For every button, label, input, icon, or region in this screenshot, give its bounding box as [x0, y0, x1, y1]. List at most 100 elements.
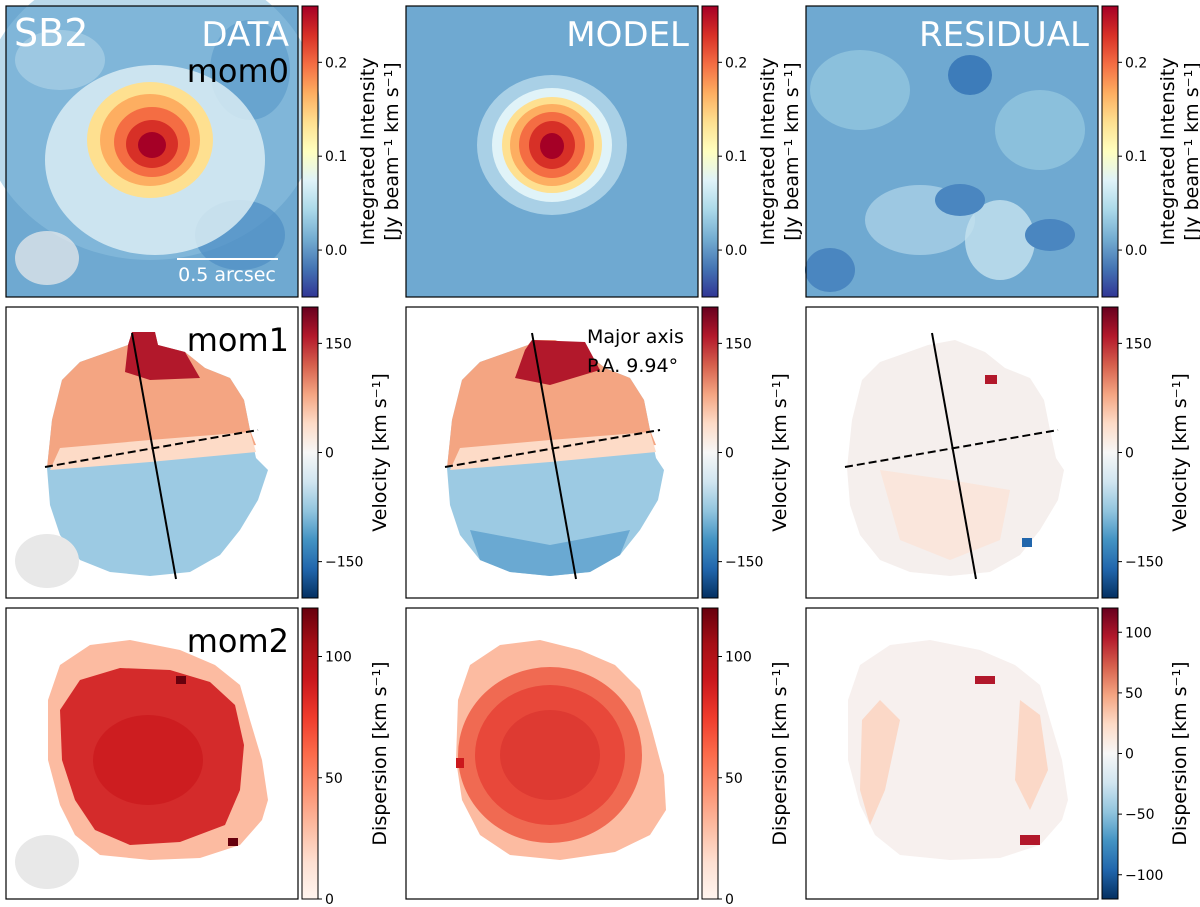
colorbar-gradient	[701, 5, 719, 298]
colorbar: 100 50 0 Dispersion [km s⁻¹]	[701, 607, 791, 907]
intensity-core	[540, 133, 564, 159]
colorbar-tick-label: 0.1	[725, 149, 747, 165]
dispersion-core	[500, 710, 600, 800]
panel-title: RESIDUAL	[919, 15, 1089, 55]
colorbar: 0.2 0.1 0.0 Integrated Intensity [Jy beam⁻¹ …	[1101, 5, 1200, 298]
dispersion-outlier	[228, 838, 238, 846]
panel-frame	[405, 5, 699, 298]
intensity-core	[138, 132, 166, 158]
colorbar-tick-label: 0	[325, 446, 334, 462]
velocity-field-red	[47, 332, 256, 468]
panel-frames	[5, 5, 1099, 900]
residual-outlier	[1020, 835, 1040, 845]
colorbar: 150 0 −150 Velocity [km s⁻¹]	[301, 306, 391, 599]
residual-field	[848, 640, 1068, 860]
panel-frame	[805, 607, 1099, 900]
colorbar-gradient	[1101, 607, 1119, 900]
colorbar-tick-label: 0	[1125, 446, 1134, 462]
colorbar-tick-label: 50	[1125, 686, 1143, 702]
panel-frame	[5, 306, 299, 599]
residual-blob	[965, 200, 1035, 280]
source-label: SB2	[14, 11, 88, 55]
panel-mom0-model: MODEL	[406, 6, 698, 297]
residual-outlier	[975, 676, 995, 684]
residual-blob	[1025, 219, 1075, 251]
colorbar-tick-label: 150	[1125, 336, 1152, 352]
colorbar: 0.2 0.1 0.0 Integrated Intensity [Jy beam⁻¹ …	[701, 5, 803, 298]
dispersion-outlier	[456, 758, 464, 768]
panel-mom1-residual	[806, 307, 1098, 598]
colorbar-gradient	[701, 306, 719, 599]
panel-frame	[5, 607, 299, 900]
dispersion-outlier	[176, 676, 186, 684]
panel-mom0-data: 0.5 arcsec SB2 DATA mom0	[0, 0, 320, 297]
colorbar-tick-label: 50	[325, 771, 343, 787]
colorbar-label: Integrated Intensity	[357, 57, 379, 245]
colorbar: 100 50 0 Dispersion [km s⁻¹]	[301, 607, 391, 907]
colorbar-label: [Jy beam⁻¹ km s⁻¹]	[781, 62, 803, 240]
panel-title: MODEL	[566, 15, 689, 55]
panel-mom2-model	[406, 608, 698, 899]
colorbar-tick-label: 0	[1125, 747, 1134, 763]
residual-field-warm	[1015, 700, 1048, 810]
dispersion-core	[93, 715, 203, 805]
beam-ellipse	[15, 835, 79, 889]
colorbar-gradient	[301, 5, 319, 298]
minor-axis-line	[844, 429, 1059, 468]
colorbar: 150 0 −150 Velocity [km s⁻¹]	[1101, 306, 1191, 599]
colorbar-tick-label: 150	[725, 336, 752, 352]
colorbar-tick-label: 0.1	[1125, 149, 1147, 165]
panel-mom1-data: mom1	[6, 307, 298, 598]
beam-ellipse	[15, 534, 79, 588]
colorbar-label: Dispersion [km s⁻¹]	[369, 661, 391, 845]
residual-field-warm	[880, 470, 1010, 560]
colorbar-tick-label: 0.2	[725, 55, 747, 71]
major-axis-line	[131, 332, 177, 580]
colorbar-tick-label: 0.0	[725, 243, 747, 259]
panel-mom1-model: Major axis P.A. 9.94°	[406, 307, 698, 598]
panel-title: DATA	[201, 15, 289, 55]
residual-field-warm	[860, 700, 900, 825]
colorbar-tick-label: 0	[725, 892, 734, 907]
colorbar-tick-label: 0	[725, 446, 734, 462]
colorbar-tick-label: −150	[325, 555, 363, 571]
colorbar-tick-label: −150	[1125, 555, 1163, 571]
colorbar-tick-label: −100	[1125, 868, 1163, 884]
colorbar-tick-label: 50	[725, 771, 743, 787]
position-angle-label: P.A. 9.94°	[587, 355, 678, 377]
colorbar-tick-label: −50	[1125, 807, 1155, 823]
colorbar-label: Velocity [km s⁻¹]	[369, 373, 391, 532]
colorbar: 0.2 0.1 0.0 Integrated Intensity [Jy beam⁻¹ …	[301, 5, 403, 298]
panel-frame	[805, 5, 1099, 298]
colorbar-label: [Jy beam⁻¹ km s⁻¹]	[381, 62, 403, 240]
colorbar-tick-label: 0	[325, 892, 334, 907]
colorbar-tick-label: 0.2	[1125, 55, 1147, 71]
colorbar-tick-label: 150	[325, 336, 352, 352]
minor-axis-line	[44, 429, 259, 468]
colorbar-gradient	[301, 306, 319, 599]
major-axis-line	[931, 332, 977, 580]
residual-outlier	[1022, 538, 1032, 547]
panel-frame	[805, 306, 1099, 599]
panel-frame	[405, 306, 699, 599]
colorbar-tick-label: 0.2	[325, 55, 347, 71]
colorbar-tick-label: 0.1	[325, 149, 347, 165]
colorbar-tick-label: 0.0	[1125, 243, 1147, 259]
colorbar-tick-label: 100	[725, 650, 752, 666]
moment-label: mom0	[187, 52, 289, 90]
residual-blob	[935, 184, 985, 216]
colorbar-label: Dispersion [km s⁻¹]	[1169, 661, 1191, 845]
colorbar-tick-label: 0.0	[325, 243, 347, 259]
colorbar-gradient	[1101, 5, 1119, 298]
colorbar-tick-label: −150	[725, 555, 763, 571]
panel-frame	[5, 5, 299, 298]
residual-outlier	[985, 375, 997, 384]
residual-blob	[805, 248, 855, 292]
residual-blob	[995, 90, 1085, 170]
colorbar-label: Velocity [km s⁻¹]	[769, 373, 791, 532]
panel-frame	[405, 607, 699, 900]
colorbar-label: Integrated Intensity	[1157, 57, 1179, 245]
panel-mom0-residual: RESIDUAL	[805, 6, 1098, 297]
beam-ellipse	[15, 231, 79, 285]
